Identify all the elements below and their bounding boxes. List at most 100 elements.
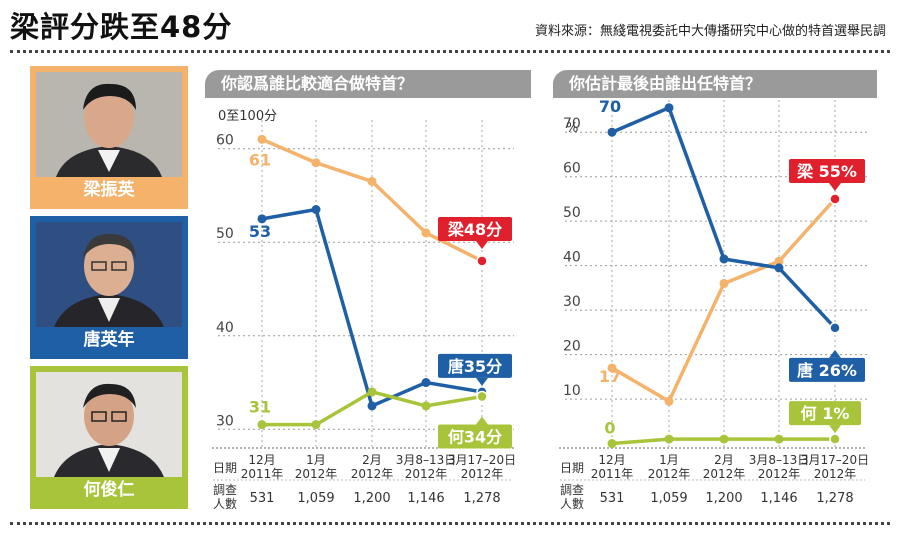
end-label-badge [438,353,512,378]
start-value-label: 61 [249,150,271,169]
x-tick-label: 2012年 [351,467,394,481]
x-tick-label: 12月 [598,453,625,467]
sample-size: 1,059 [650,491,687,506]
x-tick-label: 1月 [659,453,679,467]
start-value-label: 31 [249,398,271,417]
end-label-pointer [476,240,488,249]
sample-row-label: 人數 [560,497,584,511]
end-value-label: 何 1% [801,404,850,423]
candidate-card-tang: 唐英年 [30,216,188,359]
sample-size: 1,200 [353,491,390,506]
x-tick-label: 2月 [362,453,382,467]
series-line-梁 [261,137,483,263]
candidate-card-ho: 何俊仁 [30,366,188,509]
data-point [774,434,784,444]
x-tick-label: 2月 [714,453,734,467]
data-point [367,401,377,411]
chart-1-title: 你認爲誰比較適合做特首？ [205,70,531,98]
x-tick-label: 2012年 [648,467,691,481]
data-point [719,254,729,264]
data-point [476,390,488,403]
sample-size: 1,278 [816,491,853,506]
end-value-label: 何34分 [448,428,502,447]
data-point [257,134,267,144]
start-value-label: 0 [604,419,615,438]
end-label-badge [438,216,512,241]
sample-size: 1,146 [760,491,797,506]
data-point [367,387,377,397]
sample-row-label: 調查 [560,483,584,497]
x-tick-label: 12月 [248,453,275,467]
series-line-梁 [611,197,837,404]
candidate-photo [36,72,182,177]
sample-size: 531 [600,491,625,506]
data-point [664,103,674,113]
start-value-label: 53 [249,222,271,241]
end-value-label: 唐 26% [797,361,857,380]
candidate-photo [36,222,182,327]
x-tick-label: 3月8–13日 [396,453,457,467]
sample-size: 1,278 [463,491,500,506]
start-value-label: 70 [599,97,621,116]
end-label-badge [789,401,861,426]
y-axis-label: % [566,121,578,136]
data-point [476,255,488,267]
footer-divider [10,522,890,525]
x-tick-label: 3月17–20日 [801,453,869,467]
series-line-唐 [261,207,483,408]
y-tick-label: 60 [563,161,581,177]
y-tick-label: 30 [216,413,234,429]
data-point [367,176,377,186]
data-point [829,322,841,334]
sample-size: 1,059 [297,491,334,506]
y-tick-label: 70 [563,116,581,132]
series-line-唐 [611,106,837,330]
x-tick-label: 2012年 [295,467,338,481]
x-tick-label: 2012年 [758,467,801,481]
y-tick-label: 60 [216,133,234,149]
candidate-photo [36,372,182,477]
sample-size: 1,146 [407,491,444,506]
data-point [774,263,784,273]
data-point [311,420,321,430]
sample-row-label: 人數 [213,497,237,511]
x-tick-label: 2012年 [814,467,857,481]
data-point [607,127,617,137]
end-value-label: 唐35分 [448,357,502,376]
data-point [719,434,729,444]
end-value-label: 梁 55% [796,162,857,181]
y-tick-label: 40 [563,250,581,266]
y-tick-label: 30 [563,294,581,310]
x-tick-label: 3月8–13日 [749,453,810,467]
data-point [719,278,729,288]
y-tick-label: 10 [563,383,581,399]
x-tick-label: 3月17–20日 [448,453,516,467]
date-row-label: 日期 [213,461,237,475]
y-tick-label: 40 [216,320,234,336]
candidate-name: 何俊仁 [36,477,182,503]
y-tick-label: 50 [563,205,581,221]
sample-size: 1,200 [705,491,742,506]
data-point [607,363,617,373]
data-point [664,434,674,444]
data-point [311,158,321,168]
candidate-name: 唐英年 [36,327,182,353]
end-label-pointer [829,425,841,434]
end-label-pointer [476,416,488,425]
x-tick-label: 2011年 [591,467,634,481]
data-point [421,228,431,238]
x-tick-label: 2011年 [241,467,284,481]
y-tick-label: 20 [563,339,581,355]
candidate-name: 梁振英 [36,177,182,203]
x-tick-label: 2012年 [703,467,746,481]
x-tick-label: 2012年 [461,467,504,481]
series-line-何 [611,437,835,446]
page-title: 梁評分跌至48分 [10,10,233,44]
data-point [257,420,267,430]
end-value-label: 梁48分 [447,220,502,239]
data-point [829,433,841,445]
date-row-label: 日期 [560,461,584,475]
end-label-badge [789,357,865,382]
data-point [421,401,431,411]
data-point [311,205,321,214]
